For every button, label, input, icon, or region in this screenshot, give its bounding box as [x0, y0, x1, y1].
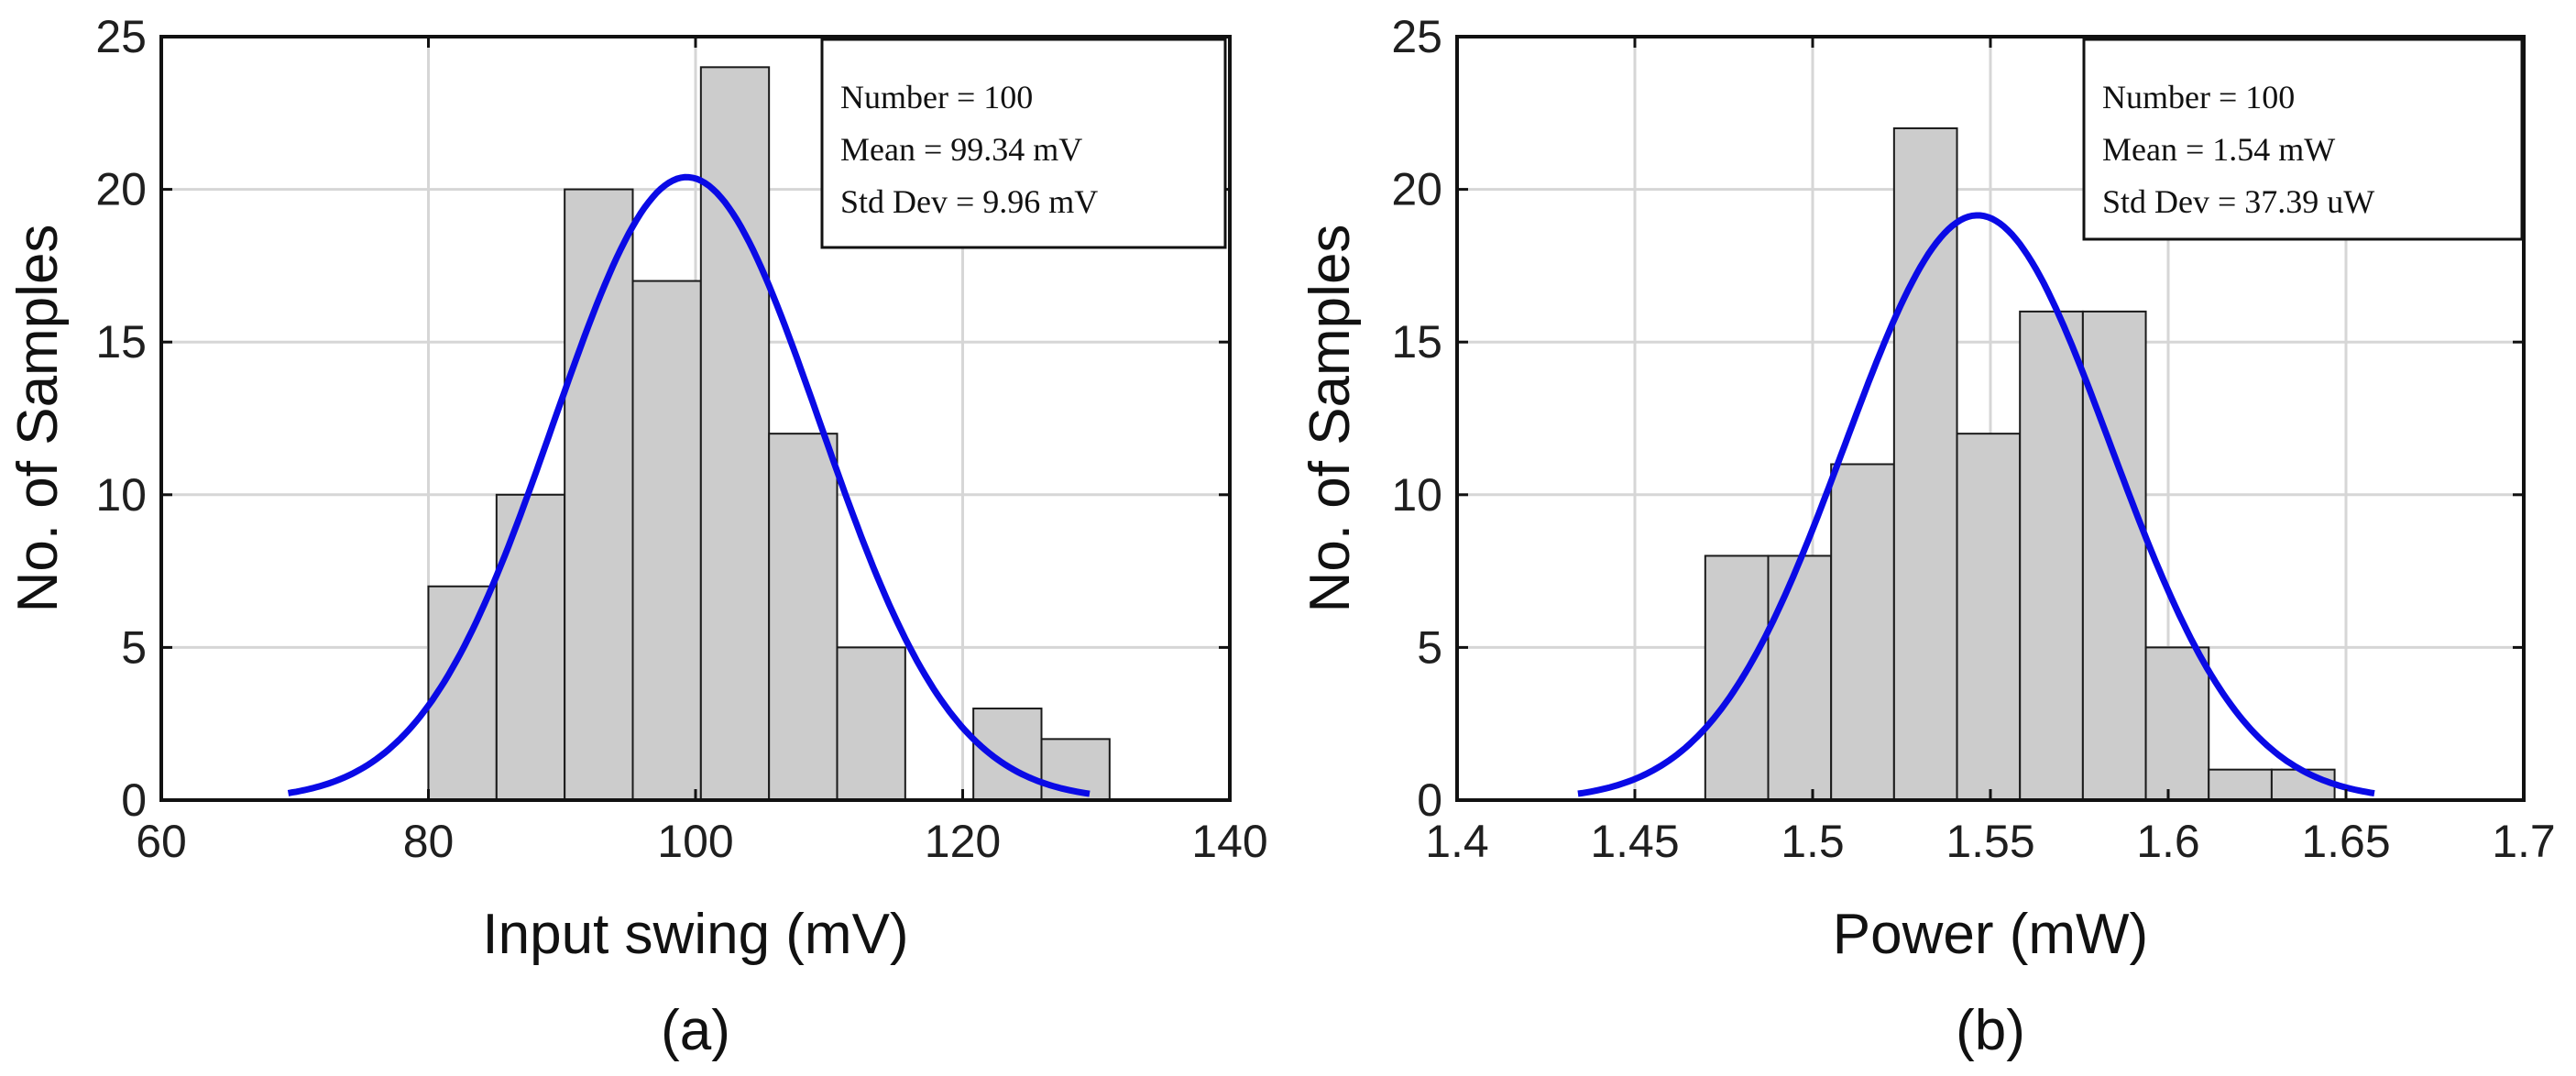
x-tick-label: 100 — [657, 816, 733, 867]
histogram-bar — [495, 493, 566, 801]
y-tick-label: 15 — [95, 316, 147, 368]
stats-box — [2082, 38, 2524, 241]
histogram-bar — [2144, 646, 2210, 802]
x-tick-label: 60 — [136, 816, 187, 867]
y-tick-label: 10 — [95, 469, 147, 521]
y-tick-label: 20 — [95, 164, 147, 215]
stats-line: Std Dev = 9.96 mV — [840, 183, 1098, 220]
x-tick-label: 1.65 — [2301, 816, 2390, 867]
x-tick-label: 1.45 — [1590, 816, 1679, 867]
y-axis-label: No. of Samples — [1299, 225, 1362, 613]
y-tick-label: 10 — [1391, 469, 1442, 521]
y-tick-label: 5 — [121, 621, 147, 673]
histogram-bar — [2081, 310, 2147, 801]
stats-line: Std Dev = 37.39 uW — [2102, 183, 2374, 220]
x-tick-label: 140 — [1191, 816, 1267, 867]
normal-fit-curve — [1577, 212, 2375, 797]
histogram-bar — [631, 280, 702, 801]
panel-caption: (b) — [1956, 999, 2025, 1062]
y-tick-label: 5 — [1417, 621, 1442, 673]
histogram-bar — [836, 646, 906, 802]
histogram-bar — [972, 708, 1043, 801]
histogram-bar — [1956, 433, 2022, 801]
x-tick-label: 1.6 — [2136, 816, 2200, 867]
histogram-bar — [699, 66, 771, 801]
histogram-panel-b: 1.4 1.45 1.5 1.55 1.6 1.65 1.7 0 5 10 15 20 25 Power … — [1299, 11, 2556, 1062]
stats-line: Number = 100 — [840, 79, 1033, 115]
y-tick-label: 0 — [1417, 774, 1442, 826]
y-tick-label: 15 — [1391, 316, 1442, 368]
x-axis-label: Power (mW) — [1833, 903, 2148, 966]
y-tick-label: 25 — [1391, 11, 1442, 62]
histogram-bar — [2208, 768, 2273, 801]
histogram-bar — [1767, 554, 1833, 801]
histogram-bar — [1892, 126, 1958, 801]
histogram-bar — [564, 188, 634, 802]
panel-caption: (a) — [661, 999, 730, 1062]
histogram-bar — [2019, 310, 2084, 801]
x-tick-label: 1.5 — [1781, 816, 1845, 867]
x-tick-label: 80 — [403, 816, 455, 867]
y-tick-label: 25 — [95, 11, 147, 62]
y-tick-label: 20 — [1391, 164, 1442, 215]
stats-line: Mean = 1.54 mW — [2102, 131, 2335, 168]
y-tick-label: 0 — [121, 774, 147, 826]
x-tick-label: 1.4 — [1425, 816, 1489, 867]
histogram-bar — [1830, 463, 1895, 801]
x-tick-label: 1.55 — [1946, 816, 2034, 867]
histogram-bar — [768, 433, 839, 801]
x-tick-label: 1.7 — [2492, 816, 2556, 867]
y-axis-label: No. of Samples — [6, 225, 70, 613]
histogram-panel-a: 60 80 100 120 140 0 5 10 15 20 25 Input swing (mV) N… — [6, 11, 1268, 1062]
normal-fit-curve — [287, 173, 1091, 797]
histogram-bar — [2270, 768, 2336, 801]
stats-box — [820, 38, 1227, 249]
stats-line: Mean = 99.34 mV — [840, 131, 1082, 168]
x-tick-label: 120 — [925, 816, 1001, 867]
stats-line: Number = 100 — [2102, 79, 2295, 115]
histogram-bar — [1704, 554, 1770, 801]
x-axis-label: Input swing (mV) — [482, 903, 908, 966]
